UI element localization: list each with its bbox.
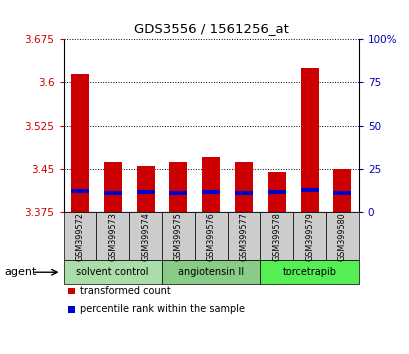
Text: GSM399580: GSM399580 <box>337 212 346 261</box>
Bar <box>267 172 285 212</box>
Text: torcetrapib: torcetrapib <box>282 267 336 277</box>
Bar <box>169 162 187 212</box>
Bar <box>136 190 154 194</box>
Text: GSM399573: GSM399573 <box>108 212 117 261</box>
Text: GSM399577: GSM399577 <box>239 212 248 261</box>
Text: transformed count: transformed count <box>80 286 170 296</box>
Bar <box>71 189 89 193</box>
Bar <box>234 162 252 212</box>
Text: GSM399575: GSM399575 <box>173 212 182 261</box>
Text: GSM399576: GSM399576 <box>206 212 215 261</box>
Text: angiotensin II: angiotensin II <box>178 267 244 277</box>
Bar <box>300 68 318 212</box>
Text: GSM399572: GSM399572 <box>75 212 84 261</box>
Bar <box>333 191 351 195</box>
Text: solvent control: solvent control <box>76 267 148 277</box>
Text: GSM399578: GSM399578 <box>272 212 281 261</box>
Bar <box>333 169 351 212</box>
Bar <box>169 191 187 195</box>
Text: GSM399579: GSM399579 <box>304 212 313 261</box>
Bar <box>300 188 318 192</box>
Text: GSM399574: GSM399574 <box>141 212 150 261</box>
Bar <box>71 74 89 212</box>
Title: GDS3556 / 1561256_at: GDS3556 / 1561256_at <box>133 22 288 35</box>
Bar <box>202 190 220 194</box>
Bar <box>202 158 220 212</box>
Text: agent: agent <box>4 267 36 277</box>
Bar <box>267 190 285 194</box>
Bar <box>136 166 154 212</box>
Bar <box>103 191 121 195</box>
Bar <box>234 191 252 195</box>
Text: percentile rank within the sample: percentile rank within the sample <box>80 304 244 314</box>
Bar <box>103 162 121 212</box>
